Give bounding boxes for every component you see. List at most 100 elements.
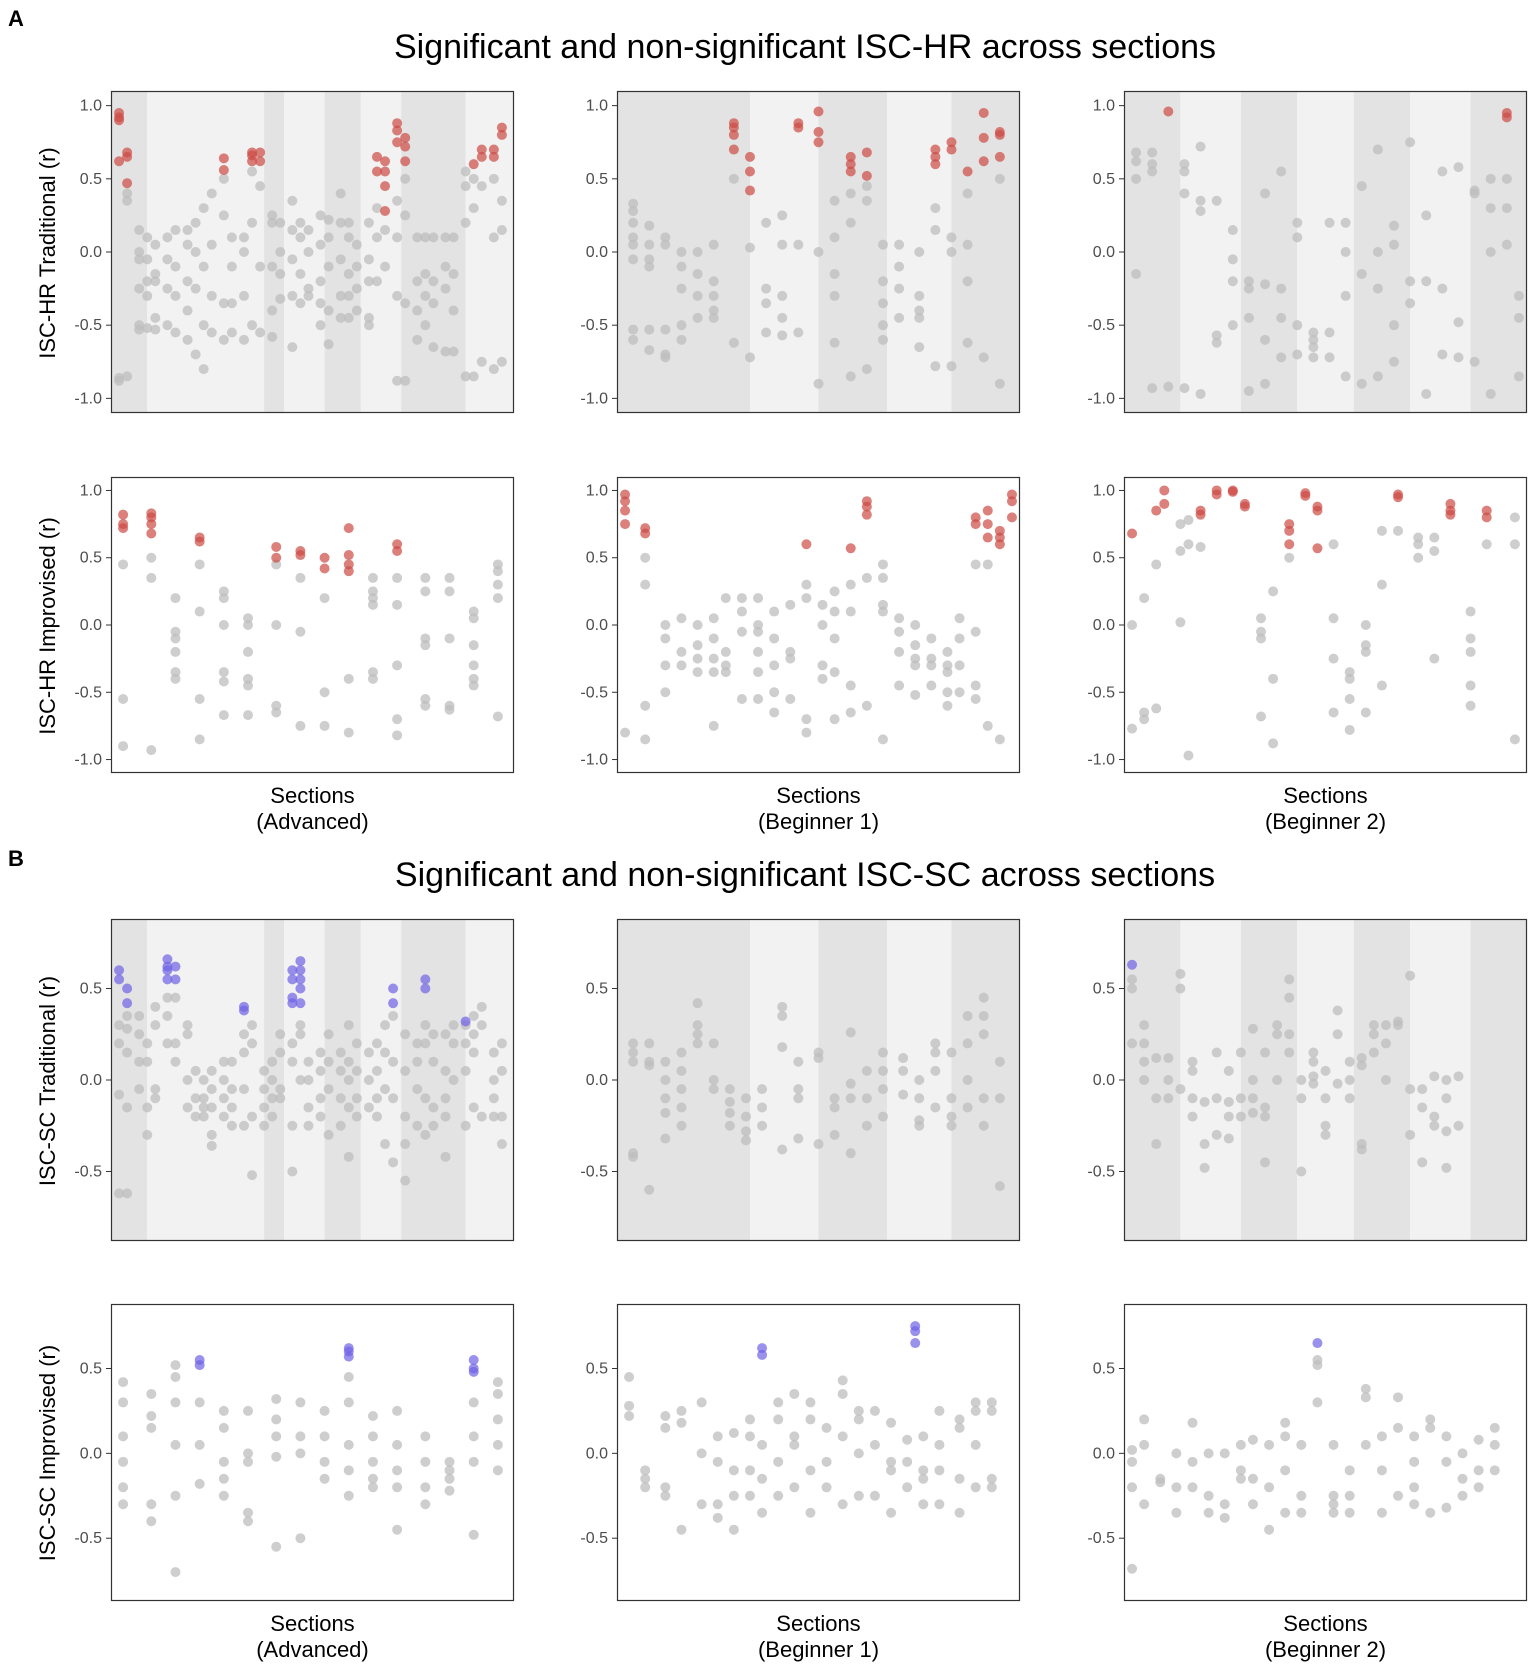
nonsignificant-point — [460, 1038, 471, 1049]
panel-border — [616, 90, 1021, 414]
nonsignificant-point — [412, 276, 423, 287]
nonsignificant-point — [821, 1482, 832, 1493]
nonsignificant-point — [1199, 1139, 1210, 1150]
y-tick-label: 0.5 — [586, 1360, 608, 1377]
nonsignificant-point — [476, 1020, 487, 1031]
nonsignificant-point — [1328, 1499, 1339, 1510]
x-label-line2: (Advanced) — [256, 1637, 369, 1662]
nonsignificant-point — [1453, 1071, 1464, 1082]
nonsignificant-point — [853, 1490, 864, 1501]
nonsignificant-point — [640, 1473, 651, 1484]
nonsignificant-point — [323, 339, 334, 350]
nonsignificant-point — [460, 1065, 471, 1076]
nonsignificant-point — [428, 298, 439, 309]
nonsignificant-point — [894, 626, 905, 637]
nonsignificant-point — [118, 1456, 129, 1467]
nonsignificant-point — [1292, 320, 1303, 331]
nonsignificant-point — [122, 1010, 133, 1021]
nonsignificant-point — [496, 195, 507, 206]
significant-point — [271, 552, 282, 563]
nonsignificant-point — [259, 1120, 270, 1131]
panel-border — [616, 1303, 1021, 1602]
nonsignificant-point — [170, 1490, 181, 1501]
nonsignificant-point — [420, 1129, 431, 1140]
nonsignificant-point — [930, 1047, 941, 1058]
nonsignificant-point — [444, 1485, 455, 1496]
nonsignificant-point — [238, 247, 249, 257]
nonsignificant-point — [886, 1456, 897, 1467]
scatter-panel-b-advanced-improvised: 0.5 0.0 -0.5 — [74, 1303, 515, 1602]
nonsignificant-point — [146, 1388, 157, 1399]
significant-point — [994, 151, 1005, 162]
nonsignificant-point — [468, 1029, 479, 1040]
significant-point — [930, 151, 941, 162]
nonsignificant-point — [994, 378, 1005, 389]
significant-point — [420, 974, 431, 985]
nonsignificant-point — [267, 261, 278, 272]
nonsignificant-point — [1139, 593, 1150, 604]
nonsignificant-point — [1247, 1473, 1258, 1484]
significant-point — [1195, 509, 1206, 520]
nonsignificant-point — [1276, 352, 1287, 363]
nonsignificant-point — [1219, 1512, 1230, 1523]
nonsignificant-point — [1356, 1060, 1367, 1071]
nonsignificant-point — [644, 239, 655, 250]
scatter-panel-a-beginner2-traditional: 1.0 0.5 0.0 -0.5 -1.0 — [1087, 90, 1528, 414]
nonsignificant-point — [1203, 1448, 1214, 1459]
nonsignificant-point — [468, 1397, 479, 1408]
nonsignificant-point — [468, 640, 479, 651]
nonsignificant-point — [218, 593, 229, 604]
nonsignificant-point — [444, 1465, 455, 1476]
nonsignificant-point — [363, 320, 374, 331]
nonsignificant-point — [492, 1377, 503, 1388]
nonsignificant-point — [914, 247, 925, 257]
significant-point — [845, 543, 856, 554]
nonsignificant-point — [287, 1038, 298, 1049]
nonsignificant-point — [428, 1120, 439, 1131]
nonsignificant-point — [343, 1020, 354, 1031]
significant-point — [114, 974, 125, 985]
nonsignificant-point — [1264, 1482, 1275, 1493]
nonsignificant-point — [837, 1375, 848, 1386]
nonsignificant-point — [930, 203, 941, 214]
nonsignificant-point — [460, 217, 471, 228]
nonsignificant-point — [845, 217, 856, 228]
nonsignificant-point — [692, 620, 703, 630]
nonsignificant-point — [676, 646, 687, 657]
nonsignificant-point — [894, 680, 905, 691]
y-tick-label: 0.0 — [80, 244, 102, 261]
significant-point — [1239, 501, 1250, 512]
nonsignificant-point — [488, 1111, 499, 1122]
nonsignificant-point — [821, 1456, 832, 1467]
nonsignificant-point — [753, 694, 764, 704]
y-tick-label: -0.5 — [74, 684, 102, 701]
section-band — [749, 919, 819, 1241]
nonsignificant-point — [267, 217, 278, 228]
nonsignificant-point — [829, 1129, 840, 1140]
nonsignificant-point — [1405, 137, 1416, 148]
nonsignificant-point — [793, 1093, 804, 1104]
nonsignificant-point — [1163, 381, 1174, 392]
nonsignificant-point — [769, 633, 780, 644]
nonsignificant-point — [122, 371, 133, 382]
nonsignificant-point — [1380, 1075, 1391, 1085]
y-tick-label: 1.0 — [586, 98, 608, 115]
nonsignificant-point — [877, 334, 888, 345]
nonsignificant-point — [412, 1056, 423, 1067]
nonsignificant-point — [1413, 552, 1424, 563]
nonsignificant-point — [720, 593, 731, 604]
nonsignificant-point — [190, 1111, 201, 1122]
nonsignificant-point — [1320, 1120, 1331, 1131]
nonsignificant-point — [287, 195, 298, 206]
nonsignificant-point — [420, 1038, 431, 1049]
nonsignificant-point — [954, 687, 965, 698]
nonsignificant-point — [934, 1499, 945, 1510]
nonsignificant-point — [492, 1465, 503, 1476]
nonsignificant-point — [496, 1065, 507, 1076]
nonsignificant-point — [708, 667, 719, 678]
significant-point — [1159, 485, 1170, 496]
nonsignificant-point — [853, 1448, 864, 1459]
nonsignificant-point — [428, 232, 439, 243]
nonsignificant-point — [287, 225, 298, 236]
